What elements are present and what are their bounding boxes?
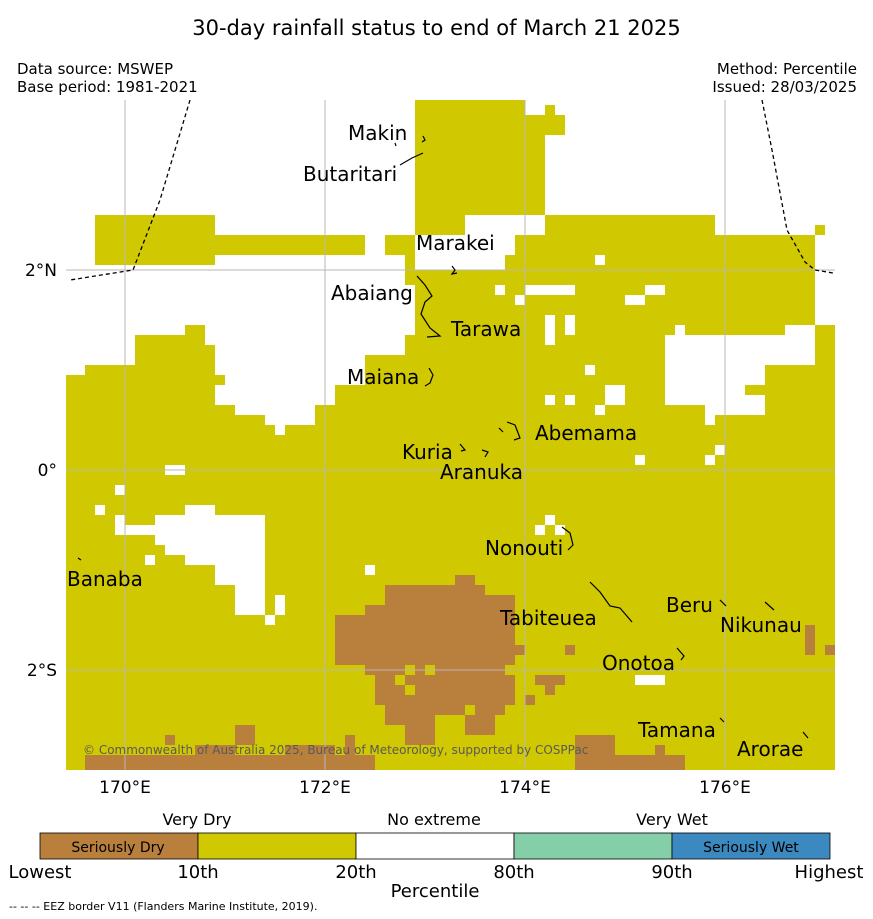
- legend-box-very-wet: [513, 832, 673, 860]
- legend-label-seriously-wet: Seriously Wet: [703, 840, 799, 856]
- map-title: 30-day rainfall status to end of March 2…: [192, 16, 681, 40]
- legend-tick-highest: Highest: [795, 862, 864, 883]
- legend-axis-title: Percentile: [391, 881, 480, 902]
- legend-tick-80th: 80th: [493, 862, 534, 883]
- data-source: Data source: MSWEP: [17, 60, 174, 78]
- rainfall-map: Makin Butaritari Marakei Abaiang Tarawa …: [66, 99, 845, 770]
- legend-group-very-wet: Very Wet: [636, 810, 708, 829]
- legend-box-no-extreme: [355, 832, 515, 860]
- lon-tick-172: 172°E: [299, 778, 351, 798]
- label-kuria: Kuria: [402, 440, 453, 464]
- label-butaritari: Butaritari: [303, 162, 397, 186]
- legend-group-very-dry: Very Dry: [162, 810, 231, 829]
- legend-tick-lowest: Lowest: [9, 862, 72, 883]
- label-makin: Makin: [348, 121, 407, 145]
- label-tamana: Tamana: [637, 718, 716, 742]
- seriously-dry-areas: [85, 575, 835, 770]
- label-beru: Beru: [666, 593, 713, 617]
- legend-box-seriously-wet: [671, 832, 831, 860]
- legend-tick-20th: 20th: [335, 862, 376, 883]
- lon-tick-170: 170°E: [99, 778, 151, 798]
- legend-tick-90th: 90th: [651, 862, 692, 883]
- copyright: © Commonwealth of Australia 2025, Bureau…: [83, 743, 588, 757]
- graticule: [66, 100, 835, 770]
- data-info: Data source: MSWEP Base period: 1981-202…: [17, 60, 198, 96]
- label-maiana: Maiana: [347, 365, 419, 389]
- lat-tick-0: 0°: [38, 461, 57, 481]
- label-abaiang: Abaiang: [331, 281, 413, 305]
- label-aranuka: Aranuka: [440, 460, 523, 484]
- label-onotoa: Onotoa: [602, 651, 675, 675]
- label-marakei: Marakei: [416, 231, 495, 255]
- no-extreme-areas: [66, 100, 845, 685]
- legend-tick-10th: 10th: [177, 862, 218, 883]
- label-banaba: Banaba: [67, 567, 143, 591]
- lon-tick-176: 176°E: [699, 778, 751, 798]
- label-tabiteuea: Tabiteuea: [499, 606, 597, 630]
- legend-box-seriously-dry: [39, 832, 199, 860]
- island-outlines: [77, 135, 809, 739]
- label-abemama: Abemama: [535, 421, 637, 445]
- label-arorae: Arorae: [737, 737, 803, 761]
- legend-label-seriously-dry: Seriously Dry: [71, 840, 164, 856]
- lat-tick-2s: 2°S: [27, 661, 57, 681]
- axis-labels: 2°N 0° 2°S 170°E 172°E 174°E 176°E: [25, 261, 751, 798]
- method: Method: Percentile: [716, 60, 857, 78]
- base-period: Base period: 1981-2021: [17, 78, 198, 96]
- label-nonouti: Nonouti: [485, 536, 563, 560]
- lon-tick-174: 174°E: [499, 778, 551, 798]
- legend: Very Dry No extreme Very Wet Seriously D…: [9, 810, 864, 902]
- legend-group-no-extreme: No extreme: [387, 810, 481, 829]
- lat-tick-2n: 2°N: [25, 261, 57, 281]
- label-tarawa: Tarawa: [450, 317, 521, 341]
- legend-box-very-dry: [197, 832, 357, 860]
- eez-footnote: -- -- -- EEZ border V11 (Flanders Marine…: [9, 900, 318, 913]
- eez-border: [69, 99, 834, 281]
- method-info: Method: Percentile Issued: 28/03/2025: [712, 60, 857, 96]
- issued-date: Issued: 28/03/2025: [712, 78, 857, 96]
- label-nikunau: Nikunau: [720, 613, 802, 637]
- place-labels: Makin Butaritari Marakei Abaiang Tarawa …: [67, 121, 803, 761]
